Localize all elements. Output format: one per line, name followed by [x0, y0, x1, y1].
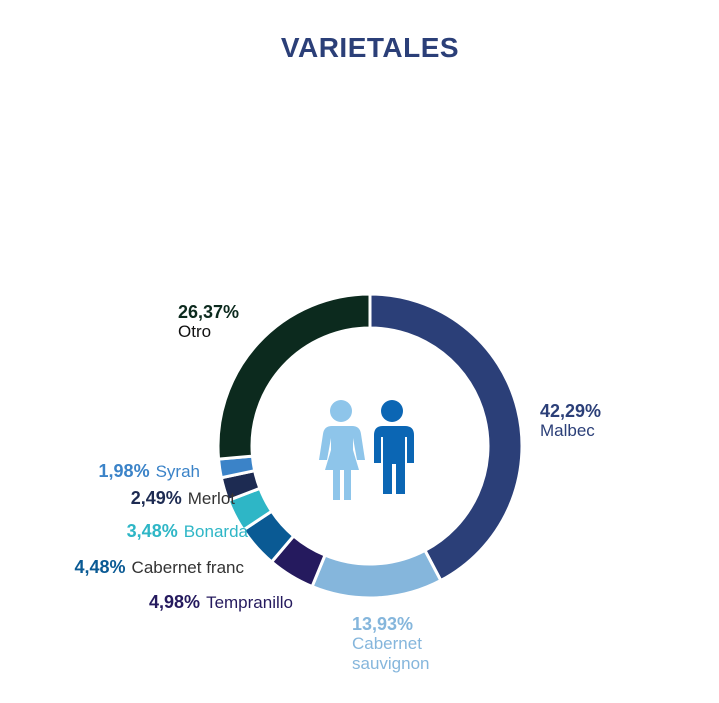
category-label: Cabernet sauvignon [352, 634, 430, 673]
donut-segment [216, 292, 372, 461]
value-label: 4,48% [74, 557, 126, 577]
category-label: Cabernet franc [131, 558, 244, 577]
donut-segment [310, 548, 443, 600]
value-label: 42,29% [540, 401, 602, 421]
category-label: Syrah [155, 462, 200, 481]
value-label: 3,48% [126, 521, 178, 541]
category-label: Otro [178, 322, 212, 341]
category-label: Bonarda [183, 522, 248, 541]
data-label: 3,48% Bonarda [127, 521, 248, 542]
value-label: 4,98% [149, 592, 201, 612]
value-label: 1,98% [98, 461, 150, 481]
data-label: 13,93% Cabernet sauvignon [352, 614, 447, 674]
value-label: 26,37% [178, 302, 240, 322]
people-icon [319, 400, 414, 500]
chart-title: VARIETALES [280, 32, 460, 63]
data-label: 4,48% Cabernet franc [75, 557, 245, 578]
donut-segment [368, 292, 524, 583]
value-label: 2,49% [130, 488, 182, 508]
category-label: Tempranillo [206, 593, 293, 612]
data-label: 2,49% Merlot [131, 488, 235, 509]
value-label: 13,93% [352, 614, 414, 634]
data-label: 4,98% Tempranillo [149, 592, 293, 613]
category-label: Malbec [540, 421, 595, 440]
data-label: 1,98% Syrah [99, 461, 200, 482]
data-label: 42,29% Malbec [540, 401, 601, 441]
data-label: 26,37% Otro [178, 302, 239, 342]
category-label: Merlot [187, 489, 235, 508]
